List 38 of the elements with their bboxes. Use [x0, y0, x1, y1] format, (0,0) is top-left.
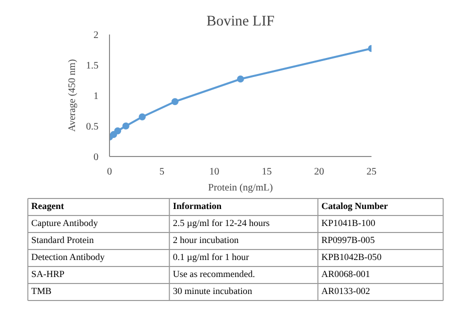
x-tick-label: 5	[159, 166, 164, 178]
text: Capture Antibody	[31, 219, 98, 229]
point	[114, 127, 122, 134]
text: 0.1 µg/ml for 1 hour	[172, 253, 250, 263]
text: Use as recommended.	[172, 270, 255, 280]
y-axis-title: Average (450 nm)	[67, 59, 78, 132]
text: Detection Antibody	[31, 253, 105, 263]
point	[110, 131, 118, 138]
point	[237, 76, 244, 83]
text: Standard Protein	[31, 236, 94, 246]
text: 2 hour incubation	[172, 236, 239, 246]
chart-title: Bovine LIF	[206, 14, 275, 30]
text: AR0068-001	[321, 270, 370, 280]
y-tick-label: 1	[94, 91, 98, 102]
y-tick-label: 2	[94, 30, 98, 41]
point	[122, 122, 130, 130]
x-tick-label: 10	[209, 166, 220, 178]
text: KPB1042B-050	[321, 253, 382, 263]
text: Catalog Number	[321, 202, 388, 212]
x-axis-title: Protein (ng/mL)	[208, 182, 273, 194]
y-tick-label: 1.5	[86, 60, 98, 72]
point	[172, 98, 178, 106]
text: RP0997B-005	[321, 236, 376, 246]
x-tick-label: 15	[262, 166, 272, 178]
point	[138, 113, 146, 120]
text: 30 minute incubation	[172, 287, 252, 297]
text: 2.5 µg/ml for 12-24 hours	[172, 219, 270, 229]
text: AR0133-002	[321, 287, 370, 297]
text: KP1041B-100	[321, 219, 376, 229]
x-tick-label: 25	[366, 166, 376, 178]
text: Reagent	[31, 202, 65, 212]
text: Information	[172, 202, 222, 212]
x-tick-label: 20	[314, 166, 324, 178]
y-tick-label: 0.5	[86, 122, 98, 132]
text: TMB	[31, 287, 52, 297]
y-tick-label: 0	[94, 152, 98, 163]
text: SA-HRP	[31, 270, 64, 280]
x-tick-label: 0	[107, 166, 112, 178]
